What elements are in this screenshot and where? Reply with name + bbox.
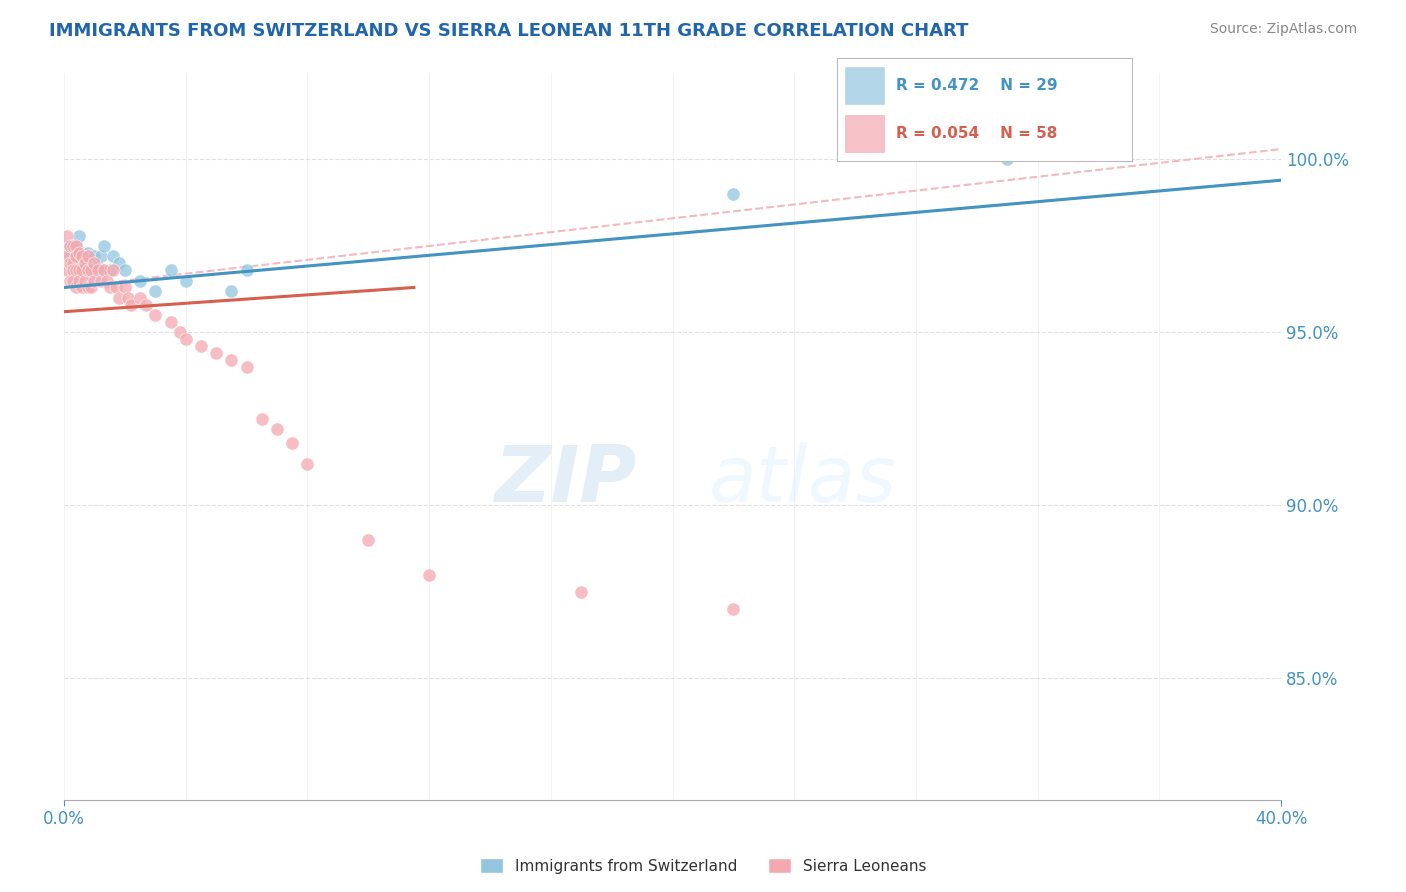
Point: [174, 274, 197, 288]
Point: [159, 315, 181, 329]
FancyBboxPatch shape: [845, 115, 884, 153]
Point: [93, 263, 115, 277]
Point: [143, 284, 166, 298]
Point: [62, 239, 84, 253]
Point: [67, 246, 90, 260]
Point: [235, 359, 257, 374]
Point: [56, 239, 79, 253]
Point: [75, 260, 97, 274]
Point: [62, 263, 84, 277]
Point: [80, 267, 103, 281]
Point: [104, 280, 127, 294]
Point: [83, 274, 105, 288]
Point: [250, 412, 273, 426]
Point: [169, 326, 191, 340]
Point: [108, 291, 131, 305]
Point: [65, 263, 87, 277]
Point: [83, 249, 105, 263]
Point: [190, 339, 212, 353]
Text: ZIP: ZIP: [494, 442, 636, 518]
Point: [357, 533, 380, 547]
Point: [995, 153, 1018, 167]
Point: [108, 256, 131, 270]
Text: atlas: atlas: [709, 442, 897, 518]
Point: [77, 249, 100, 263]
Point: [297, 457, 319, 471]
Point: [72, 246, 94, 260]
Point: [80, 263, 103, 277]
Point: [65, 249, 87, 263]
Point: [67, 263, 90, 277]
FancyBboxPatch shape: [845, 67, 884, 104]
Point: [93, 239, 115, 253]
Point: [235, 263, 257, 277]
Point: [117, 291, 139, 305]
Point: [86, 263, 108, 277]
Point: [80, 280, 103, 294]
Point: [205, 346, 228, 360]
Point: [75, 274, 97, 288]
Point: [90, 249, 112, 263]
Point: [72, 280, 94, 294]
Point: [65, 239, 87, 253]
Point: [143, 308, 166, 322]
Point: [101, 263, 124, 277]
Point: [86, 260, 108, 274]
Point: [62, 256, 84, 270]
Point: [174, 332, 197, 346]
Point: [65, 239, 87, 253]
Point: [56, 263, 79, 277]
Text: IMMIGRANTS FROM SWITZERLAND VS SIERRA LEONEAN 11TH GRADE CORRELATION CHART: IMMIGRANTS FROM SWITZERLAND VS SIERRA LE…: [49, 22, 969, 40]
Point: [281, 436, 304, 450]
Point: [83, 256, 105, 270]
Point: [62, 256, 84, 270]
Point: [77, 263, 100, 277]
Point: [723, 187, 745, 202]
Point: [65, 280, 87, 294]
Point: [129, 291, 152, 305]
Point: [96, 274, 118, 288]
Point: [59, 249, 82, 263]
Point: [59, 274, 82, 288]
Legend: Immigrants from Switzerland, Sierra Leoneans: Immigrants from Switzerland, Sierra Leon…: [474, 852, 932, 880]
Point: [101, 249, 124, 263]
Point: [418, 567, 440, 582]
Point: [65, 249, 87, 263]
Point: [77, 280, 100, 294]
Point: [114, 280, 136, 294]
Point: [266, 422, 288, 436]
Point: [59, 256, 82, 270]
Point: [90, 274, 112, 288]
Point: [723, 602, 745, 616]
Point: [67, 228, 90, 243]
Text: Source: ZipAtlas.com: Source: ZipAtlas.com: [1209, 22, 1357, 37]
Point: [159, 263, 181, 277]
Point: [75, 252, 97, 267]
Point: [569, 585, 592, 599]
Text: R = 0.054    N = 58: R = 0.054 N = 58: [896, 127, 1057, 142]
Point: [59, 239, 82, 253]
Point: [77, 246, 100, 260]
Point: [120, 298, 142, 312]
Point: [62, 263, 84, 277]
Point: [62, 274, 84, 288]
Point: [56, 228, 79, 243]
Point: [72, 249, 94, 263]
Point: [221, 353, 243, 368]
Point: [75, 256, 97, 270]
Point: [67, 274, 90, 288]
Point: [135, 298, 157, 312]
Text: R = 0.472    N = 29: R = 0.472 N = 29: [896, 78, 1057, 93]
Point: [67, 256, 90, 270]
Point: [98, 280, 121, 294]
Point: [98, 263, 121, 277]
Point: [221, 284, 243, 298]
Point: [129, 274, 152, 288]
Point: [72, 263, 94, 277]
Point: [114, 263, 136, 277]
Point: [56, 249, 79, 263]
